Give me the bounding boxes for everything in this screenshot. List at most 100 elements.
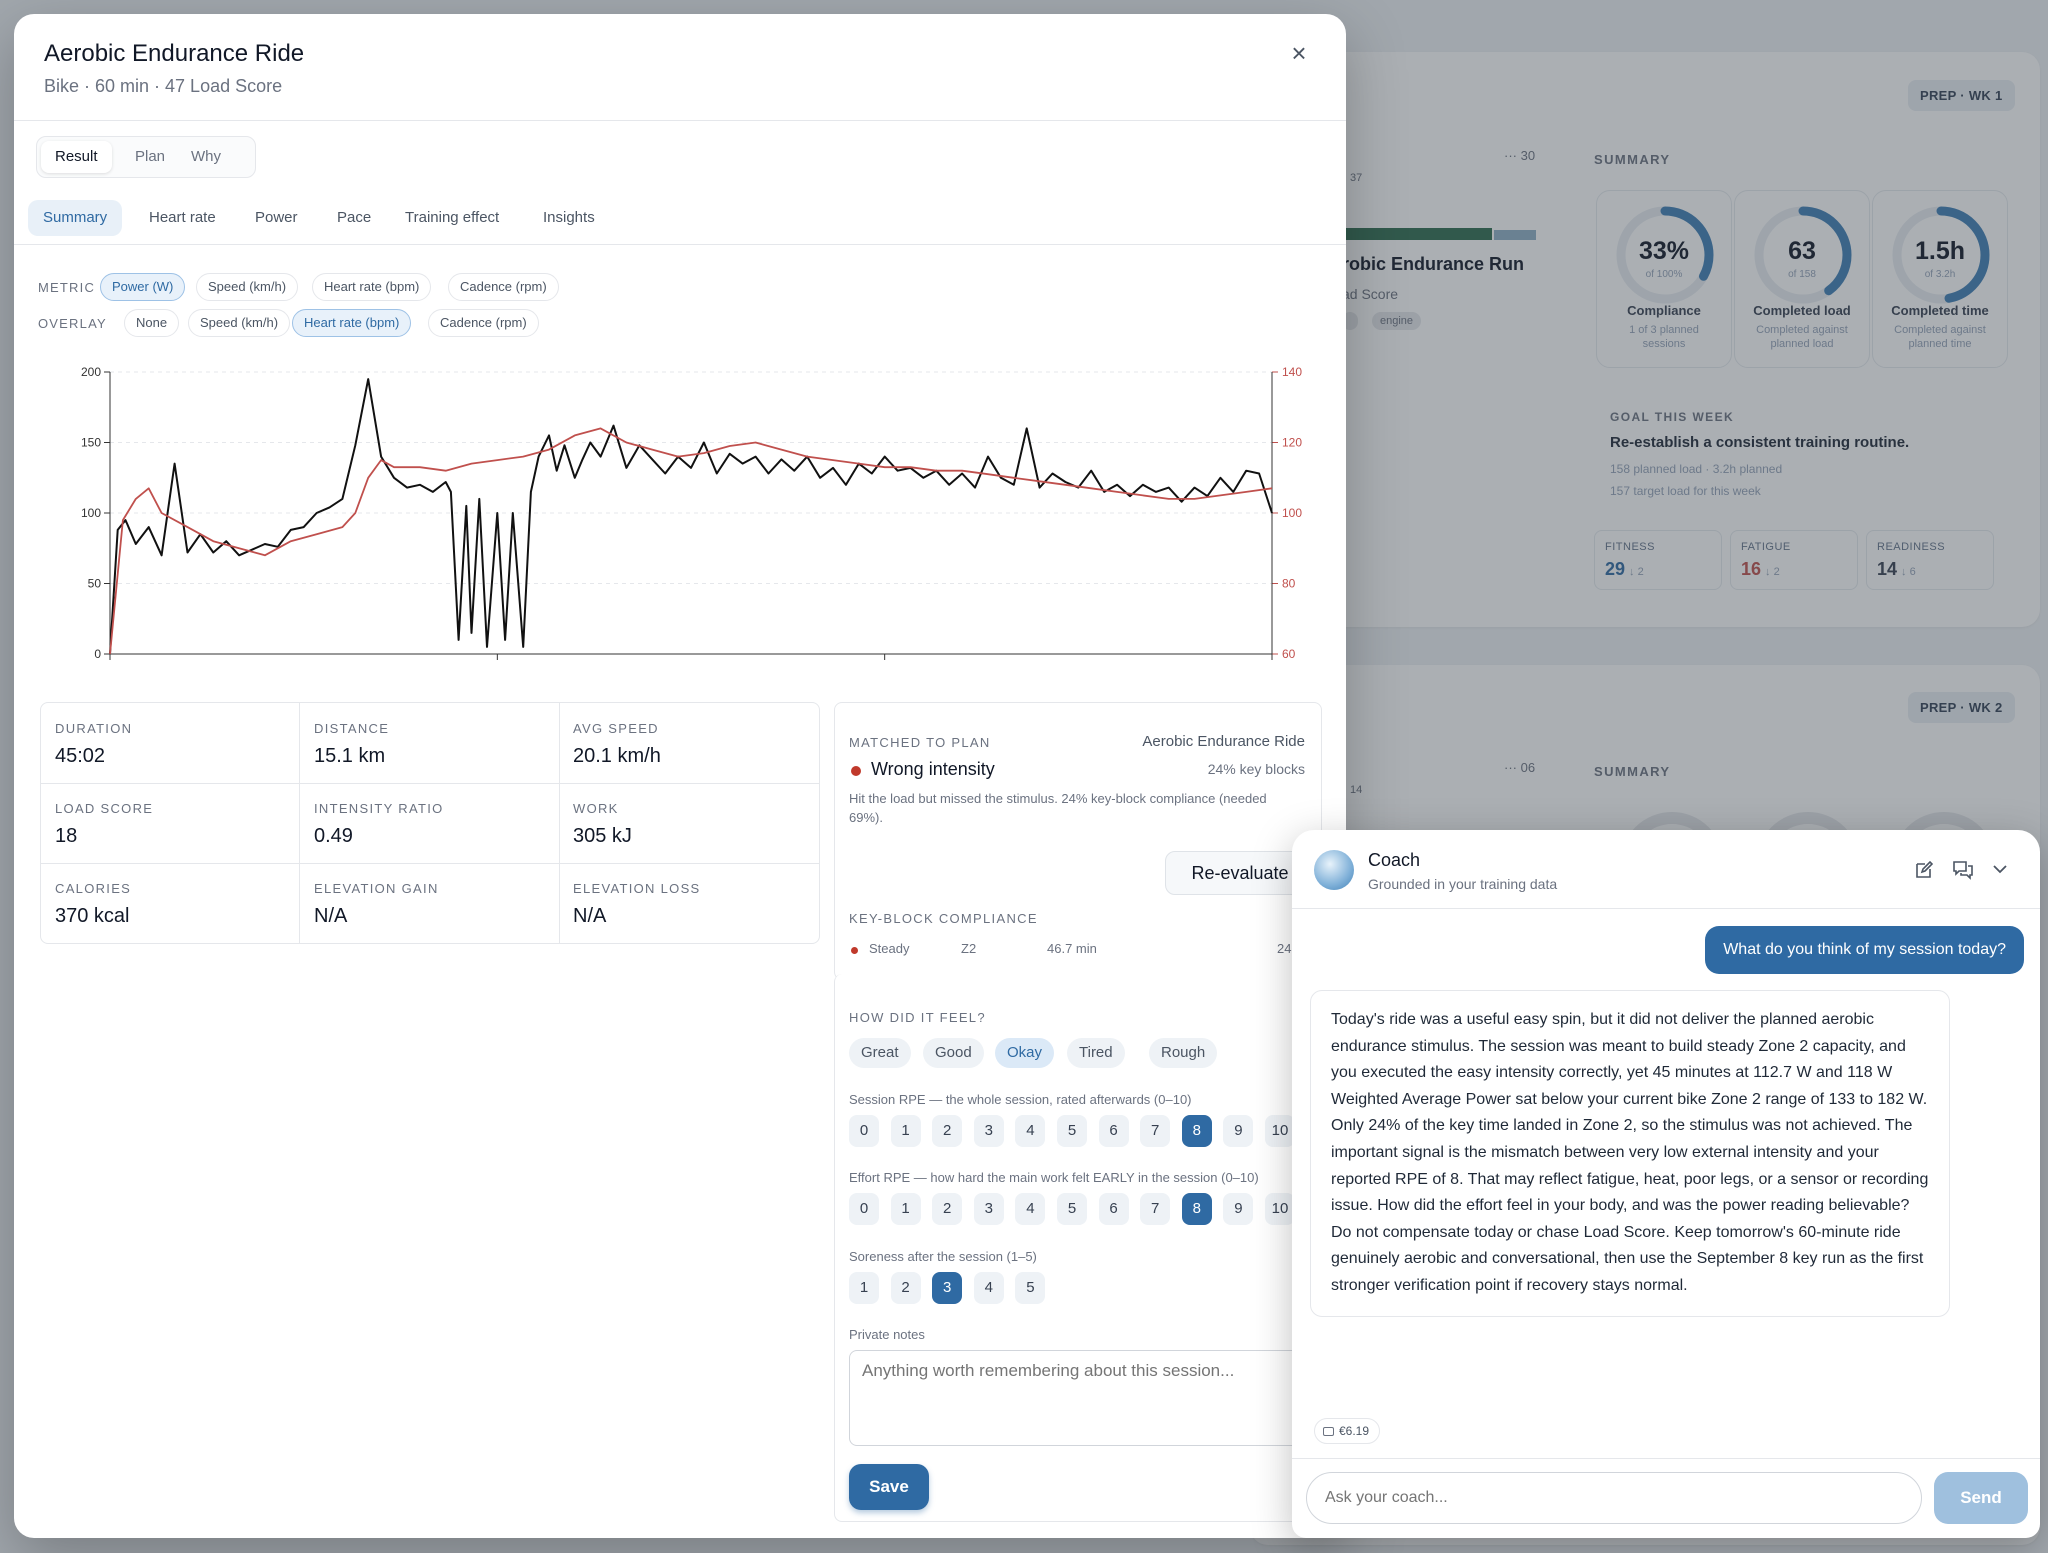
tab-pace[interactable]: Pace	[337, 209, 372, 226]
feel-option-great[interactable]: Great	[849, 1038, 911, 1068]
stat-value: 45:02	[55, 745, 106, 767]
re-evaluate-button[interactable]: Re-evaluate	[1165, 851, 1315, 895]
metric-cadence[interactable]: Cadence (rpm)	[448, 273, 559, 301]
effort-rpe-button[interactable]: 9	[1223, 1193, 1254, 1225]
y2-tick-label: 120	[1282, 436, 1302, 450]
close-icon[interactable]: ×	[1291, 38, 1307, 68]
stat-cell: WORK 305 kJ	[559, 783, 819, 863]
feel-option-okay[interactable]: Okay	[995, 1038, 1055, 1068]
effort-rpe-button[interactable]: 8	[1181, 1193, 1212, 1225]
effort-rpe-button[interactable]: 4	[1015, 1193, 1046, 1225]
session-rpe-button[interactable]: 4	[1015, 1115, 1046, 1147]
feel-option-good[interactable]: Good	[923, 1038, 984, 1068]
feel-option-tired[interactable]: Tired	[1067, 1038, 1125, 1068]
ring-desc: Completed against planned time	[1894, 324, 1986, 350]
session-title[interactable]: robic Endurance Run	[1342, 254, 1525, 274]
tab-why[interactable]: Why	[191, 148, 221, 165]
x-tick-label: 45m	[1260, 662, 1283, 664]
coach-input[interactable]	[1306, 1472, 1922, 1524]
tab-training-effect[interactable]: Training effect	[405, 209, 500, 226]
session-rpe-button[interactable]: 1	[890, 1115, 921, 1147]
y-tick-label: 50	[88, 577, 102, 591]
soreness-button[interactable]: 5	[1015, 1272, 1046, 1304]
stat-cell: LOAD SCORE 18	[41, 783, 301, 863]
stat-label: ELEVATION LOSS	[573, 881, 701, 896]
divider	[41, 783, 819, 784]
match-status: Wrong intensity	[871, 759, 995, 779]
edit-icon[interactable]	[1914, 860, 1934, 880]
effort-rpe-button[interactable]: 0	[849, 1193, 879, 1225]
session-rpe-button[interactable]: 3	[973, 1115, 1004, 1147]
tab-insights[interactable]: Insights	[543, 209, 595, 226]
effort-rpe-button[interactable]: 1	[890, 1193, 921, 1225]
session-rpe-button[interactable]: 9	[1223, 1115, 1254, 1147]
notes-field[interactable]	[849, 1350, 1309, 1446]
effort-rpe-button[interactable]: 7	[1140, 1193, 1171, 1225]
key-block-pct: 24	[1277, 941, 1292, 956]
view-tabs: Result Plan Why	[36, 136, 256, 178]
ring-chart	[1754, 206, 1852, 304]
tab-plan[interactable]: Plan	[135, 148, 166, 165]
soreness-button[interactable]: 2	[890, 1272, 921, 1304]
session-rpe-button[interactable]: 5	[1057, 1115, 1087, 1147]
effort-rpe-button[interactable]: 6	[1098, 1193, 1129, 1225]
session-tag-engine: engine	[1372, 312, 1422, 330]
metric-power[interactable]: Power (W)	[100, 273, 186, 301]
tab-power[interactable]: Power	[255, 209, 298, 226]
session-rpe-button[interactable]: 10	[1265, 1115, 1295, 1147]
x-tick-label: 0m	[102, 662, 119, 664]
effort-rpe-button[interactable]: 3	[973, 1193, 1004, 1225]
stat-cell: AVG SPEED 20.1 km/h	[559, 703, 819, 783]
metric-speed[interactable]: Speed (km/h)	[196, 273, 299, 301]
modal-title: Aerobic Endurance Ride	[44, 40, 305, 67]
overlay-speed[interactable]: Speed (km/h)	[188, 309, 291, 337]
tab-result[interactable]: Result	[41, 141, 112, 173]
tab-heart-rate[interactable]: Heart rate	[149, 209, 216, 226]
divider	[1292, 908, 2040, 909]
effort-rpe-button[interactable]: 10	[1265, 1193, 1295, 1225]
mini-delta: ↓ 6	[1901, 566, 1916, 578]
chat-history-icon[interactable]	[1952, 860, 1974, 880]
session-rpe-button[interactable]: 8	[1181, 1115, 1212, 1147]
session-rpe-button[interactable]: 7	[1140, 1115, 1171, 1147]
feel-option-rough[interactable]: Rough	[1149, 1038, 1218, 1068]
metric-heart-rate[interactable]: Heart rate (bpm)	[312, 273, 432, 301]
send-button[interactable]: Send	[1934, 1472, 2028, 1524]
y2-tick-label: 80	[1282, 577, 1296, 591]
divider	[14, 244, 1346, 245]
feel-card: HOW DID IT FEEL? Great Good Okay Tired Rough…	[834, 974, 1322, 1522]
mini-label: FITNESS	[1605, 541, 1655, 553]
overlay-cadence[interactable]: Cadence (rpm)	[428, 309, 539, 337]
effort-rpe-button[interactable]: 5	[1057, 1193, 1087, 1225]
stat-label: LOAD SCORE	[55, 801, 154, 816]
matched-label: MATCHED TO PLAN	[849, 735, 991, 750]
stat-label: WORK	[573, 801, 619, 816]
metric-mini-card: FITNESS 29 ↓ 2	[1594, 530, 1722, 590]
goal-text: Re-establish a consistent training routi…	[1610, 434, 1910, 451]
ring-label: Completed time	[1891, 303, 1989, 318]
tab-summary[interactable]: Summary	[28, 200, 123, 236]
key-block-dot	[851, 947, 858, 954]
wallet-icon	[1323, 1427, 1334, 1436]
overlay-none[interactable]: None	[124, 309, 180, 337]
soreness-button[interactable]: 4	[973, 1272, 1004, 1304]
chevron-down-icon[interactable]	[1992, 862, 2008, 876]
effort-rpe-button[interactable]: 2	[932, 1193, 963, 1225]
card-counter[interactable]: ··· 06	[1504, 760, 1536, 775]
stat-cell: INTENSITY RATIO 0.49	[300, 783, 560, 863]
stat-label: DURATION	[55, 721, 133, 736]
card-number: 37	[1350, 172, 1363, 184]
soreness-button[interactable]: 3	[932, 1272, 963, 1304]
save-button[interactable]: Save	[849, 1464, 929, 1510]
key-block-label: KEY-BLOCK COMPLIANCE	[849, 911, 1038, 926]
soreness-button[interactable]: 1	[849, 1272, 879, 1304]
coach-panel: Coach Grounded in your training data Wha…	[1292, 830, 2040, 1538]
card-counter[interactable]: ··· 30	[1504, 148, 1536, 163]
session-rpe-button[interactable]: 6	[1098, 1115, 1129, 1147]
overlay-heart-rate[interactable]: Heart rate (bpm)	[292, 309, 412, 337]
session-rpe-button[interactable]: 2	[932, 1115, 963, 1147]
session-rpe-button[interactable]: 0	[849, 1115, 879, 1147]
divider	[299, 703, 300, 943]
ring-label: Completed load	[1753, 303, 1851, 318]
plan-name[interactable]: Aerobic Endurance Ride	[1142, 733, 1305, 750]
